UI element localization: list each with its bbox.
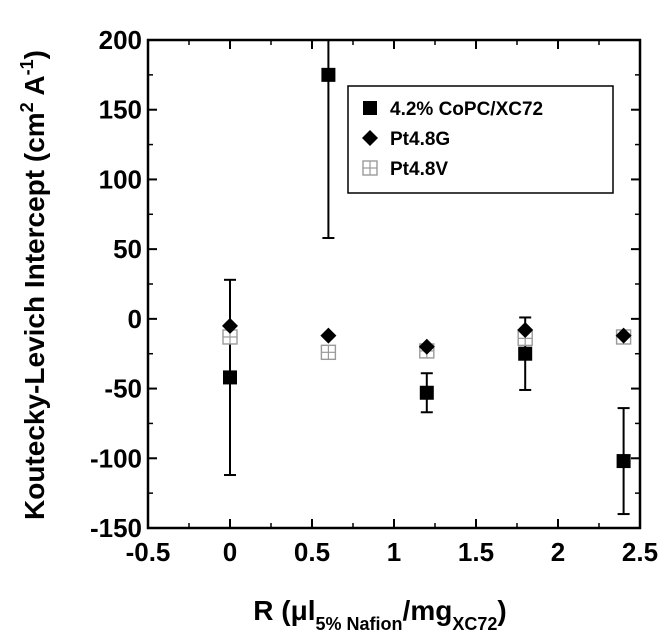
data-point-series-1: [517, 322, 534, 339]
data-point-series-2: [320, 344, 337, 361]
y-tick-label: -100: [90, 443, 142, 473]
data-layer: [222, 40, 632, 516]
y-axis-title: Koutecky-Levich Intercept (cm2 A-1): [17, 50, 50, 520]
data-point-series-1: [615, 327, 632, 344]
legend-marker-1: [362, 130, 378, 146]
x-tick-label: 2: [551, 537, 565, 567]
data-point-series-0: [419, 385, 434, 400]
data-point-series-0: [518, 346, 533, 361]
y-tick-label: 50: [113, 234, 142, 264]
x-tick-label: 2.5: [622, 537, 658, 567]
legend-box: [347, 85, 614, 194]
legend-label-2: Pt4.8V: [390, 159, 448, 180]
legend-label-1: Pt4.8G: [390, 129, 450, 150]
data-point-series-0: [616, 454, 631, 469]
y-tick-label: -150: [90, 513, 142, 543]
x-tick-label: 1: [387, 537, 401, 567]
data-point-series-1: [418, 338, 435, 355]
axis-tick-labels: -0.5 0 0.5 1 1.5 2 2.5 -150 -100 -50 0 50 100 150 200: [90, 25, 658, 567]
legend-label-0: 4.2% CoPC/XC72: [390, 99, 543, 120]
legend-marker-2: [362, 160, 378, 176]
y-tick-label: 0: [128, 304, 142, 334]
axis-ticks: [147, 39, 641, 529]
legend: 4.2% CoPC/XC72 Pt4.8G Pt4.8V: [347, 85, 614, 194]
x-axis-title: R (μl5% Nafion/mgXC72): [253, 595, 506, 634]
x-tick-label: 0: [223, 537, 237, 567]
x-tick-label: 1.5: [458, 537, 494, 567]
data-point-series-1: [222, 317, 238, 334]
y-tick-label: 150: [99, 95, 142, 125]
y-tick-label: -50: [104, 374, 142, 404]
y-tick-label: 100: [99, 164, 142, 194]
data-point-series-0: [223, 370, 237, 385]
x-tick-label: 0.5: [294, 537, 330, 567]
x-tick-label: -0.5: [126, 537, 171, 567]
legend-marker-0: [363, 101, 377, 115]
data-point-series-0: [321, 67, 336, 82]
y-tick-label: 200: [99, 25, 142, 55]
data-point-series-1: [320, 327, 337, 344]
